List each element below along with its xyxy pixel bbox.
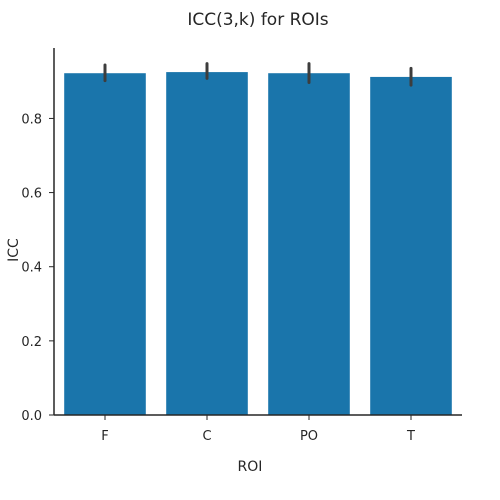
error-bars-group [103,62,413,87]
bar-t [370,76,452,415]
y-tick-label: 0.8 [21,112,42,127]
bar-po [268,73,350,416]
y-tick-label: 0.6 [21,187,42,202]
y-tick-label: 0.0 [21,409,42,424]
y-axis-label: ICC [6,238,22,262]
bar-f [64,73,146,416]
y-tick-label: 0.2 [21,335,42,350]
x-ticks-group: F C PO T [101,415,415,444]
y-tick-label: 0.4 [21,261,42,276]
x-tick-label-po: PO [300,429,318,444]
y-ticks-group: 0.0 0.2 0.4 0.6 0.8 [21,112,54,424]
x-tick-label-f: F [101,429,108,444]
x-tick-label-c: C [202,429,211,444]
x-axis-label: ROI [238,459,263,475]
chart-title: ICC(3,k) for ROIs [187,10,328,30]
x-tick-label-t: T [406,429,415,444]
bar-c [166,72,248,416]
bars-group [64,72,452,416]
